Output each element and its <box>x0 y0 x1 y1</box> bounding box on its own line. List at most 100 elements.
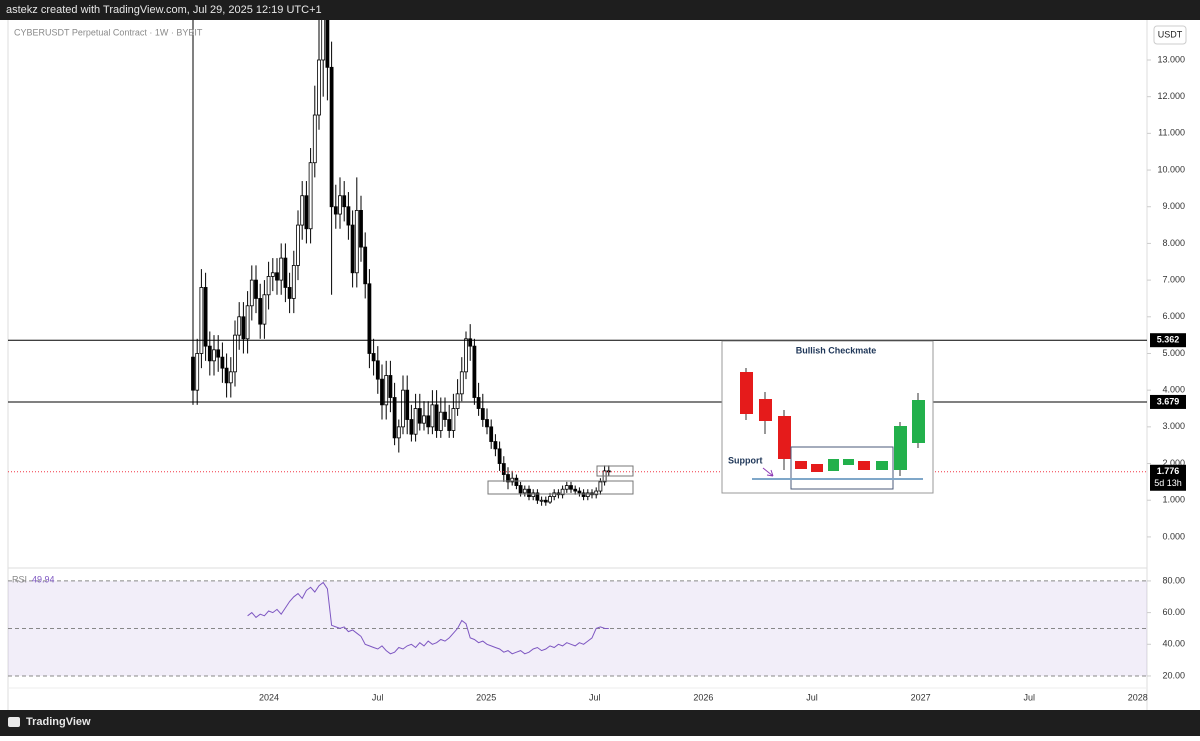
y-tick-label: 13.000 <box>1157 54 1185 64</box>
candle-body <box>489 426 494 442</box>
candle-body <box>468 338 473 347</box>
candle-body <box>266 276 271 296</box>
candle-body <box>443 411 447 420</box>
candle-body <box>212 349 216 362</box>
candle-body <box>228 371 233 384</box>
candle-body <box>254 279 258 299</box>
candle-body <box>287 287 292 299</box>
candle-body <box>422 415 426 424</box>
illustration-candle <box>778 416 791 459</box>
last-price-label: 1.776 <box>1157 466 1180 476</box>
y-tick-label: 2.000 <box>1162 458 1185 468</box>
range-box <box>487 480 634 495</box>
candle-body <box>245 305 250 340</box>
rsi-pane <box>8 580 1147 677</box>
x-tick-label: Jul <box>589 692 601 702</box>
x-tick-label: 2026 <box>693 692 713 702</box>
candle-body <box>195 353 200 391</box>
x-tick-label: 2027 <box>911 692 931 702</box>
candle-body <box>329 66 334 208</box>
candle-body <box>552 492 557 497</box>
candle-body <box>350 224 355 274</box>
candle-body <box>384 375 389 406</box>
candle-body <box>346 206 351 226</box>
candle-body <box>501 463 506 475</box>
candle-body <box>581 492 586 497</box>
illustration-candle <box>740 372 753 414</box>
range-box <box>596 465 634 477</box>
price-label: 3.679 <box>1157 396 1180 406</box>
candle-body <box>363 246 368 285</box>
candle-body <box>417 408 422 424</box>
candle-body <box>564 485 569 490</box>
candle-body <box>191 356 195 391</box>
candle-body <box>367 283 372 354</box>
illustration-candle <box>858 461 870 470</box>
candle-body <box>405 389 410 420</box>
brand-logo <box>8 717 20 727</box>
candle-body <box>216 349 221 358</box>
last-price-box <box>1150 464 1186 491</box>
candle-body <box>270 272 275 277</box>
candle-body <box>459 371 464 395</box>
candle-body <box>338 195 342 215</box>
candle-body <box>464 338 468 373</box>
y-tick-label: 3.000 <box>1162 421 1185 431</box>
candle-body <box>258 298 263 325</box>
candle-body <box>409 419 414 435</box>
rsi-legend-title: RSI <box>12 574 27 584</box>
candle-body <box>598 481 603 492</box>
rsi-tick-label: 80.00 <box>1162 575 1185 585</box>
candle-body <box>296 224 300 266</box>
candle-body <box>359 210 363 248</box>
y-tick-label: 9.000 <box>1162 201 1185 211</box>
candle-body <box>199 287 204 354</box>
rsi-tick-label: 60.00 <box>1162 607 1185 617</box>
candle-body <box>401 389 405 428</box>
x-tick-label: Jul <box>372 692 384 702</box>
x-tick-label: Jul <box>1023 692 1035 702</box>
candle-body <box>283 257 288 288</box>
currency-label[interactable]: USDT <box>1158 29 1183 39</box>
candle-body <box>291 265 296 299</box>
candle-body <box>396 426 401 439</box>
x-tick-label: Jul <box>806 692 818 702</box>
y-tick-label: 7.000 <box>1162 274 1185 284</box>
x-tick-label: 2028 <box>1128 692 1148 702</box>
illustration-candle <box>795 461 807 469</box>
candle-body <box>506 474 510 483</box>
candle-body <box>535 492 540 501</box>
candle-body <box>233 334 237 373</box>
candle-body <box>493 441 498 450</box>
candle-body <box>342 195 347 208</box>
y-tick-label: 4.000 <box>1162 385 1185 395</box>
candle-body <box>237 316 242 336</box>
candle-body <box>518 485 523 494</box>
candle-body <box>480 408 485 420</box>
brand-text: TradingView <box>26 716 91 728</box>
rsi-tick-label: 20.00 <box>1162 670 1185 680</box>
y-tick-label: 6.000 <box>1162 311 1185 321</box>
candle-body <box>497 448 502 464</box>
support-label: Support <box>728 455 763 465</box>
rsi-tick-label: 40.00 <box>1162 639 1185 649</box>
candle-body <box>325 20 330 68</box>
candle-body <box>354 210 359 274</box>
x-tick-label: 2025 <box>476 692 496 702</box>
illustration-candle <box>828 459 839 471</box>
illustration-candle <box>843 459 854 465</box>
illustration-candle <box>811 464 823 472</box>
candle-body <box>413 408 418 435</box>
candle-body <box>510 477 515 483</box>
candle-body <box>594 490 599 496</box>
candle-body <box>312 114 317 164</box>
candle-body <box>573 488 578 492</box>
x-tick-label: 2024 <box>259 692 279 702</box>
main-pane <box>8 20 1147 506</box>
currency-button[interactable] <box>1153 25 1187 45</box>
illustration-box <box>790 446 894 490</box>
y-tick-label: 11.000 <box>1158 128 1185 138</box>
y-tick-label: 8.000 <box>1162 238 1185 248</box>
candle-body <box>577 490 582 494</box>
